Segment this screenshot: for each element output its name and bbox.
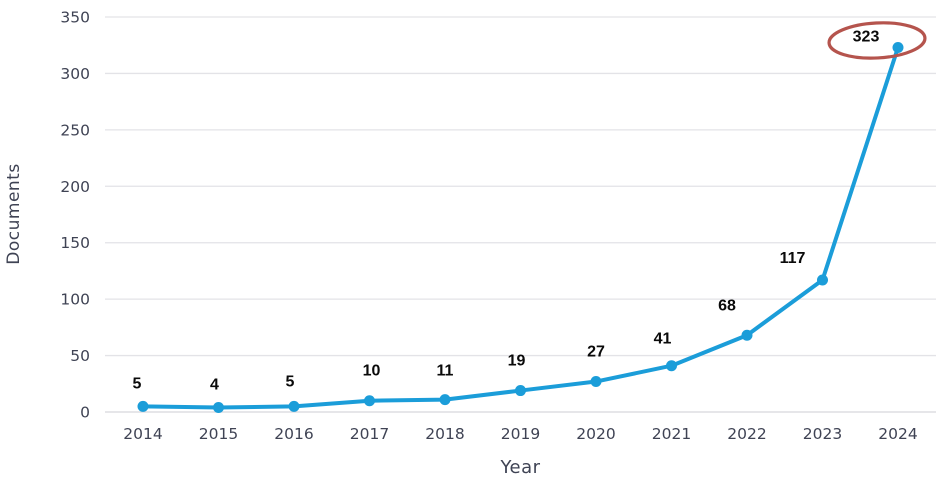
x-tick-label: 2016	[274, 425, 313, 443]
y-tick-label: 50	[70, 347, 90, 365]
data-point	[590, 376, 602, 388]
data-point-label: 11	[437, 363, 454, 380]
data-point-label: 117	[780, 250, 806, 267]
y-tick-label: 100	[60, 291, 90, 309]
data-point-label: 323	[853, 28, 880, 45]
data-point	[892, 41, 904, 53]
x-tick-label: 2015	[199, 425, 238, 443]
data-point-label: 10	[363, 363, 381, 380]
x-tick-label: 2023	[803, 425, 842, 443]
x-tick-label: 2022	[727, 425, 766, 443]
y-tick-label: 250	[60, 121, 90, 139]
x-tick-label: 2021	[652, 425, 691, 443]
x-tick-label: 2024	[878, 425, 917, 443]
data-point-label: 27	[587, 344, 605, 361]
data-point	[817, 274, 828, 286]
y-tick-label: 200	[60, 178, 90, 196]
data-point-label: 41	[654, 331, 672, 348]
data-point	[439, 394, 451, 406]
data-point	[666, 360, 677, 372]
x-tick-label: 2017	[350, 425, 389, 443]
data-point	[288, 400, 300, 412]
x-axis-title: Year	[500, 457, 541, 478]
data-point-label: 68	[718, 297, 736, 314]
y-tick-label: 150	[60, 234, 90, 252]
data-point	[515, 385, 526, 397]
data-point	[741, 329, 753, 341]
y-tick-label: 300	[60, 65, 90, 83]
data-point	[213, 401, 224, 413]
y-tick-label: 0	[80, 404, 90, 422]
x-tick-label: 2014	[123, 425, 162, 443]
x-tick-label: 2020	[576, 425, 615, 443]
y-axis-title: Documents	[4, 163, 24, 265]
data-point	[364, 395, 375, 407]
data-point	[137, 400, 149, 412]
highlight-ellipse-annotation	[827, 21, 927, 60]
data-point-label: 4	[210, 376, 219, 393]
y-tick-label: 350	[60, 9, 90, 27]
x-tick-label: 2019	[501, 425, 540, 443]
data-point-label: 19	[508, 353, 526, 370]
x-tick-label: 2018	[425, 425, 464, 443]
data-point-label: 5	[133, 375, 142, 392]
data-point-label: 5	[286, 373, 295, 390]
